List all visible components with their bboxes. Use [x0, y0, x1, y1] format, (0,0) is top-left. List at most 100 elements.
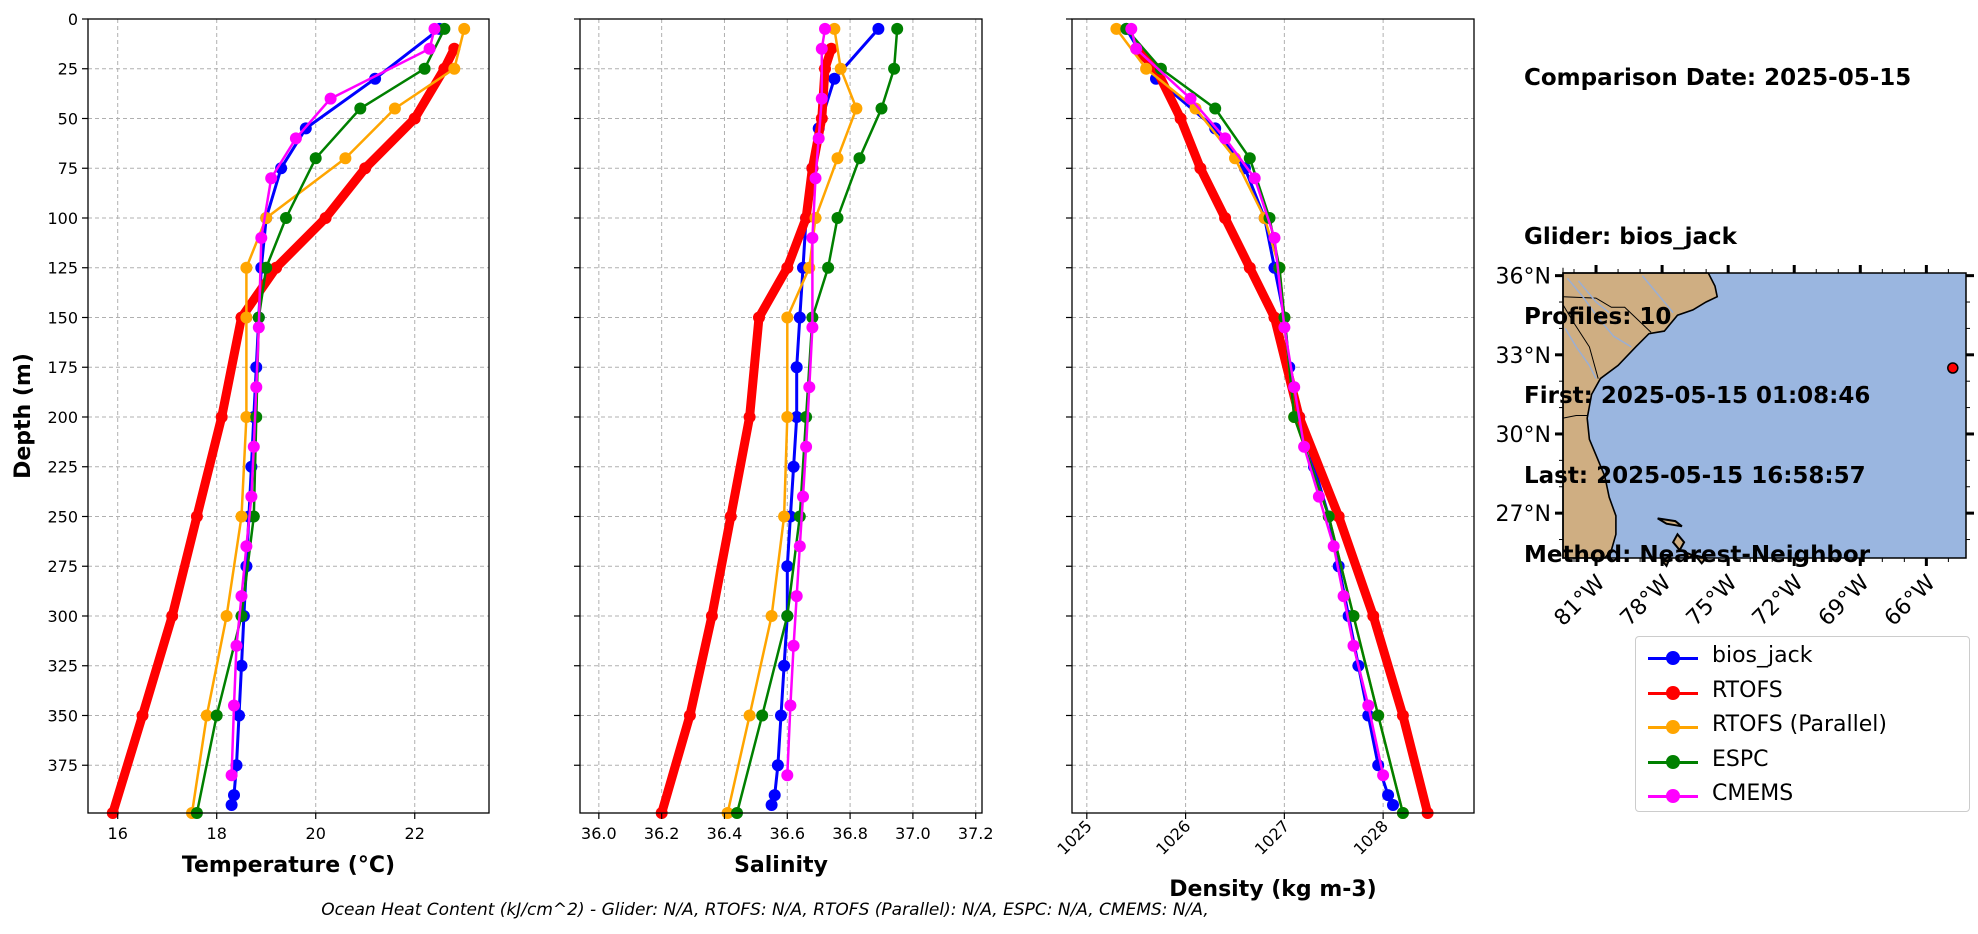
data-point	[1130, 42, 1143, 55]
data-point	[1219, 132, 1232, 145]
data-point	[260, 261, 273, 274]
data-point	[753, 311, 765, 324]
data-point	[756, 709, 769, 722]
x-axis-label: Density (kg m-3)	[1169, 877, 1377, 902]
data-point	[309, 152, 322, 165]
x-tick-label: 36.2	[644, 824, 680, 843]
salinity-panel: 36.0 36.2 36.4 36.6 36.8 37.0 37.2 Salinity	[574, 18, 994, 878]
data-point	[724, 510, 737, 523]
data-point	[872, 22, 885, 35]
y-tick-label: 225	[47, 458, 78, 477]
series-espc	[190, 22, 451, 819]
data-point	[822, 261, 835, 274]
data-point	[1288, 381, 1301, 394]
legend-label: CMEMS	[1712, 781, 1794, 806]
temperature-panel: 0 25 50 75 100 125 150 175 200 225 250 275 300 325 350…	[11, 10, 490, 878]
y-tick-label: 75	[58, 159, 78, 178]
data-point	[1268, 311, 1281, 324]
data-point	[1243, 261, 1256, 274]
data-point	[790, 590, 803, 603]
lat-label: 33°N	[1496, 344, 1551, 369]
data-point	[787, 460, 800, 473]
legend: bios_jack RTOFS RTOFS (Parallel) ESPC CM…	[1635, 636, 1970, 812]
data-point	[250, 411, 263, 423]
island	[1671, 532, 1686, 552]
data-point	[235, 659, 248, 672]
data-point	[1125, 22, 1138, 35]
data-point	[775, 709, 787, 722]
data-point	[265, 172, 278, 185]
data-point	[784, 699, 797, 712]
x-tick-label: 18	[207, 824, 227, 843]
x-tick-label: 36.4	[707, 824, 743, 843]
data-point	[210, 709, 223, 722]
data-point	[388, 102, 401, 115]
data-point	[225, 799, 238, 811]
state-border	[1562, 304, 1599, 379]
data-point	[1140, 62, 1153, 75]
data-point	[359, 162, 372, 175]
data-point	[448, 62, 461, 75]
location-map: 36°N33°N30°N27°N81°W 78°W 75°W 72°W 69°W 66°W	[1496, 265, 1974, 631]
data-point	[1387, 799, 1399, 811]
data-point	[831, 152, 844, 165]
y-tick-label: 150	[47, 308, 78, 327]
lat-label: 27°N	[1496, 502, 1551, 527]
data-point	[1219, 212, 1232, 224]
x-tick-label: 1026	[1152, 816, 1194, 858]
data-point	[1312, 490, 1325, 503]
data-point	[1110, 22, 1123, 35]
legend-label: RTOFS	[1712, 678, 1783, 703]
data-point	[1174, 112, 1187, 125]
data-point	[220, 610, 233, 622]
data-point	[888, 62, 901, 75]
x-axis-label: Salinity	[734, 853, 828, 878]
y-tick-label: 350	[47, 706, 78, 725]
y-tick-label: 175	[47, 358, 78, 377]
data-point	[778, 659, 791, 672]
data-point	[240, 540, 253, 553]
y-tick-label: 250	[47, 507, 78, 526]
data-point	[423, 42, 436, 55]
info-comparison-date: Comparison Date: 2025-05-15	[1524, 65, 1912, 91]
y-axis-label: Depth (m)	[11, 353, 36, 479]
data-point	[1382, 789, 1395, 802]
legend-label: RTOFS (Parallel)	[1712, 712, 1887, 737]
y-tick-label: 375	[47, 756, 78, 775]
ocean-heat-content-note: Ocean Heat Content (kJ/cm^2) - Glider: N…	[321, 900, 1209, 920]
data-point	[781, 311, 794, 324]
axes-frame	[87, 18, 490, 814]
glider-location-marker	[1947, 362, 1959, 374]
x-tick-label: 16	[108, 824, 128, 843]
data-point	[1184, 92, 1197, 105]
data-point	[806, 231, 819, 244]
data-point	[1298, 440, 1311, 453]
data-point	[215, 411, 228, 423]
y-tick-label: 0	[68, 10, 78, 29]
data-point	[1332, 510, 1345, 523]
data-point	[1154, 62, 1167, 75]
info-last: Last: 2025-05-15 16:58:57	[1524, 462, 1866, 489]
info-glider: Glider: bios_jack	[1524, 224, 1737, 250]
state-border	[1562, 296, 1652, 333]
data-point	[280, 212, 292, 224]
series-cmems	[1125, 22, 1390, 782]
data-point	[240, 261, 253, 274]
river	[1566, 277, 1632, 348]
series-rtofs	[1130, 42, 1434, 819]
data-point	[200, 709, 213, 722]
data-point	[354, 102, 367, 115]
data-point	[1189, 102, 1202, 115]
series-espc	[1120, 22, 1409, 819]
data-point	[787, 639, 800, 652]
data-point	[850, 102, 863, 115]
data-point	[270, 261, 283, 274]
data-point	[245, 490, 258, 503]
data-point	[781, 560, 794, 573]
data-point	[1337, 590, 1350, 603]
data-point	[790, 411, 803, 423]
data-point	[891, 22, 904, 35]
x-tick-label: 36.8	[832, 824, 868, 843]
series-cmems	[225, 22, 441, 782]
